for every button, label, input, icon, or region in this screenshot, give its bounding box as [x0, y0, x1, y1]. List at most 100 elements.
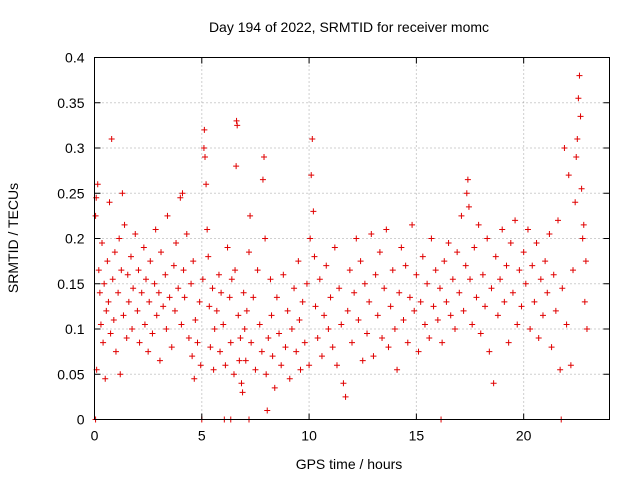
data-point [494, 312, 501, 319]
data-point [550, 271, 557, 278]
data-point [449, 276, 456, 283]
data-point [379, 335, 386, 342]
data-point [520, 249, 527, 256]
data-point [189, 353, 196, 360]
x-tick-label: 0 [91, 428, 99, 444]
data-point [426, 335, 433, 342]
data-point [291, 285, 298, 292]
data-point [310, 208, 317, 215]
data-point [123, 335, 130, 342]
data-point [357, 258, 364, 265]
data-point [535, 335, 542, 342]
data-point [213, 307, 220, 314]
data-point [209, 285, 216, 292]
data-point [264, 407, 271, 414]
data-point [516, 267, 523, 274]
data-point [242, 357, 249, 364]
data-point [573, 154, 580, 161]
data-point [456, 289, 463, 296]
y-tick-label: 0.05 [57, 366, 84, 382]
y-tick-label: 0.3 [65, 140, 85, 156]
data-point [220, 321, 227, 328]
data-point [191, 375, 198, 382]
data-point [499, 226, 506, 233]
data-point [276, 330, 283, 337]
data-point [575, 95, 582, 102]
data-point [233, 163, 240, 170]
data-point [572, 199, 579, 206]
data-point [351, 289, 358, 296]
data-point [469, 321, 476, 328]
data-point [118, 267, 125, 274]
data-point [361, 280, 368, 287]
data-point [224, 244, 231, 251]
data-point [329, 344, 336, 351]
data-point [497, 276, 504, 283]
data-point [464, 176, 471, 183]
data-point [529, 262, 536, 269]
data-point [381, 285, 388, 292]
data-point [168, 344, 175, 351]
data-point [207, 344, 214, 351]
data-point [200, 145, 207, 151]
data-point [160, 303, 167, 310]
data-point [226, 294, 233, 301]
data-point [282, 344, 289, 351]
data-point [143, 276, 149, 283]
y-axis-title: SRMTID / TECUs [5, 183, 21, 293]
data-point [385, 344, 392, 351]
data-point [514, 321, 521, 328]
data-point [428, 235, 435, 242]
data-point [228, 276, 235, 283]
data-point [203, 181, 210, 188]
data-point [548, 344, 555, 351]
data-point [233, 117, 240, 124]
data-point [419, 253, 426, 260]
data-point [166, 294, 173, 301]
data-point [325, 326, 332, 332]
data-point [366, 298, 373, 305]
data-point [537, 276, 544, 283]
data-point [254, 267, 261, 274]
data-point [374, 312, 381, 319]
data-point [210, 366, 217, 373]
x-tick-label: 20 [516, 428, 532, 444]
data-point [307, 235, 314, 242]
data-point [527, 326, 534, 332]
data-point [204, 226, 211, 233]
data-point [101, 280, 108, 287]
data-point [262, 235, 269, 242]
data-point [434, 316, 441, 323]
data-point [153, 312, 160, 319]
data-point [344, 307, 351, 314]
y-tick-label: 0 [77, 412, 85, 428]
data-point [117, 371, 124, 378]
data-point [372, 271, 379, 278]
y-tick-label: 0.35 [57, 95, 84, 111]
data-point [574, 135, 581, 142]
data-point [501, 298, 508, 305]
data-point [417, 298, 424, 305]
data-point [261, 154, 268, 161]
data-point [140, 244, 147, 251]
data-point [475, 221, 482, 228]
data-point [297, 366, 304, 373]
data-point [389, 267, 396, 274]
data-point [112, 348, 119, 355]
data-point [100, 339, 107, 346]
data-point [141, 321, 148, 328]
data-point [293, 348, 300, 355]
data-point [236, 357, 243, 364]
data-point [173, 240, 180, 247]
x-tick-label: 5 [198, 428, 206, 444]
data-point [108, 135, 115, 142]
data-point [394, 366, 401, 373]
data-point [580, 221, 587, 228]
data-point [240, 289, 247, 296]
data-point [202, 154, 209, 161]
data-point [158, 249, 165, 256]
data-point [460, 307, 467, 314]
data-point [119, 190, 126, 197]
data-point [138, 289, 145, 296]
data-point [94, 181, 101, 188]
